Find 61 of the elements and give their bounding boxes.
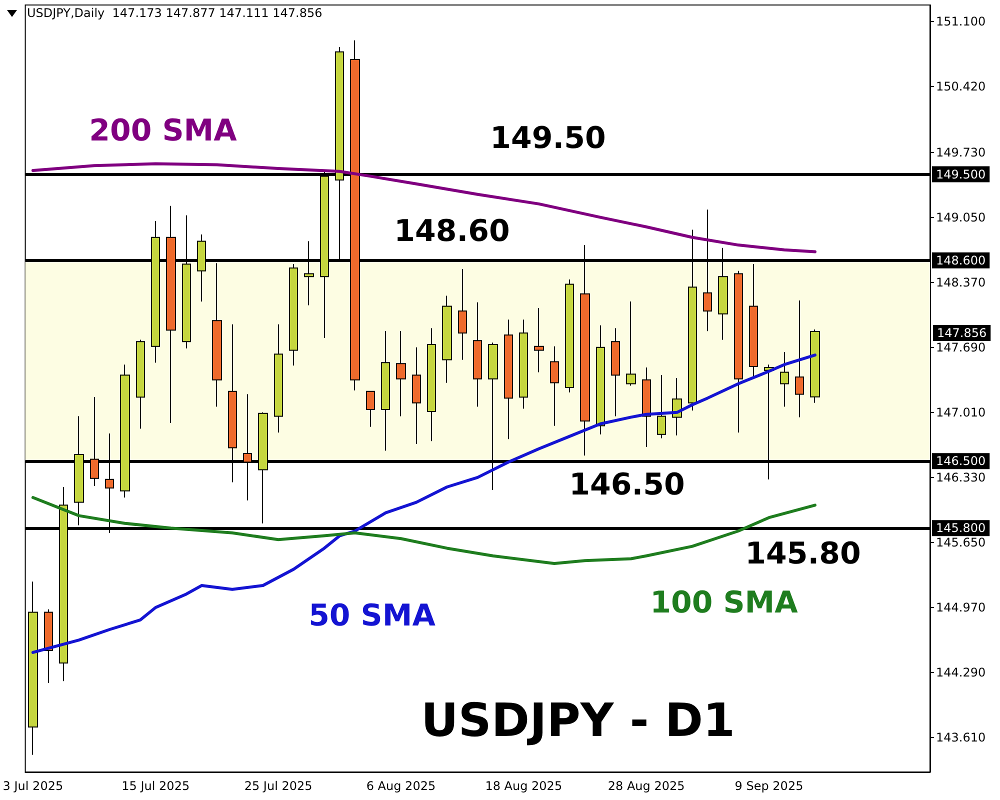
ref-line-label: 145.800 [936,521,986,536]
candlestick [611,328,620,417]
annotation: 146.50 [569,468,685,503]
y-tick-label: 145.650 [936,535,986,550]
candlestick [427,328,436,442]
text: 147.856 [937,326,987,340]
y-tick-label: 143.610 [936,730,986,745]
y-tick-label: 149.050 [936,210,986,224]
chart-title: USDJPY,Daily 147.173 147.877 147.111 147.856 [27,6,322,20]
annotation: 148.60 [394,214,510,249]
annotation: USDJPY - D1 [420,693,736,747]
ref-line-label: 146.500 [936,454,986,468]
candlestick [289,264,298,366]
y-tick-label: 144.290 [936,666,986,680]
candlestick [596,324,605,435]
candlestick [519,319,528,410]
candlestick [396,330,406,417]
line-series [31,162,816,254]
candlestick [44,608,53,684]
y-tick-label: 147.690 [936,340,986,354]
candlestick [565,278,574,393]
x-tick-label: 3 Jul 2025 [2,779,64,793]
candlestick [626,300,636,386]
candlestick [780,352,789,408]
candlestick [534,308,544,373]
candlestick [28,581,38,756]
candlestick [458,268,467,360]
x-tick-label: 18 Aug 2025 [485,779,562,793]
candlestick [412,346,421,444]
candlestick [504,319,513,440]
series-label: 100 SMA [650,586,799,620]
annotation: 149.50 [490,120,606,156]
series-label: 50 SMA [308,598,436,634]
candlestick [795,300,804,418]
candlestick [734,270,743,433]
annotation: 145.80 [745,536,861,572]
x-tick-label: 6 Aug 2025 [366,779,436,793]
candlestick [442,295,452,384]
candlestick [550,346,559,426]
y-tick-label: 149.730 [936,145,986,160]
y-tick-label: 146.330 [936,470,986,484]
series-label: 200 SMA [89,114,238,148]
candlestick [642,366,651,448]
x-tick-label: 15 Jul 2025 [122,779,190,793]
candlestick [381,330,390,452]
y-tick-label: 151.100 [936,14,986,28]
ref-line-label: 149.500 [936,167,986,182]
x-tick-label: 28 Aug 2025 [608,779,685,793]
y-tick-label: 148.370 [936,275,986,290]
candlestick [473,302,482,408]
x-tick-label: 9 Sep 2025 [734,779,804,793]
candlestick [366,390,375,428]
candlestick [657,374,666,439]
candlestick [136,339,145,430]
ref-line-label: 148.600 [936,253,986,268]
y-tick-label: 150.420 [936,79,986,94]
x-tick-label: 25 Jul 2025 [244,779,312,793]
y-tick-label: 147.010 [936,405,986,420]
candlestick [274,324,283,433]
y-tick-label: 144.970 [936,600,986,615]
candlestick [810,328,820,404]
